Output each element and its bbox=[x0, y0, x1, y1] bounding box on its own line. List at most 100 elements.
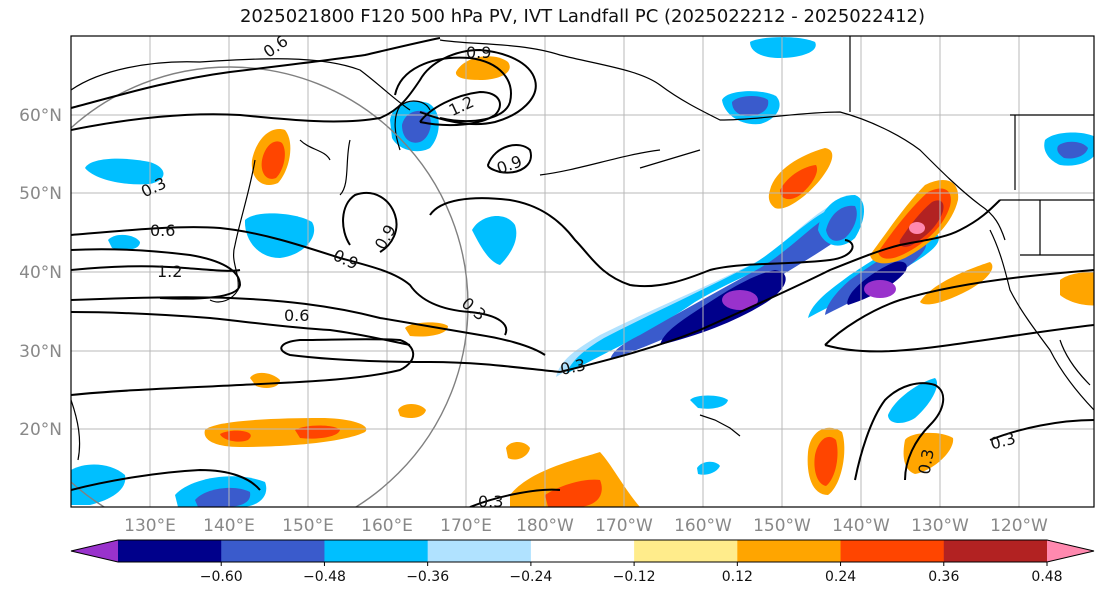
contour-0.3-loop bbox=[429, 197, 854, 288]
colorbar-segment bbox=[427, 540, 532, 562]
lon-label: 140°W bbox=[832, 516, 890, 536]
positive-hawaii-ne-inner bbox=[814, 436, 838, 486]
colorbar-segment bbox=[634, 540, 738, 562]
lon-label: 130°E bbox=[124, 516, 176, 536]
contour-0.3-se bbox=[854, 382, 1094, 481]
lat-label: 30°N bbox=[19, 342, 62, 362]
contour-0.3-main bbox=[559, 199, 1001, 373]
negative-hawaii-small bbox=[690, 395, 728, 409]
contour-label: 0.3 bbox=[915, 447, 938, 475]
negative-south-west bbox=[71, 464, 126, 505]
positive-south-center bbox=[510, 452, 640, 507]
colorbar-tick-label: 0.36 bbox=[928, 569, 959, 585]
negative-streak-b bbox=[610, 212, 845, 360]
negative-japan-sm bbox=[108, 234, 140, 250]
colorbar-tick-label: 0.48 bbox=[1031, 569, 1062, 585]
colorbar-segment bbox=[943, 540, 1048, 562]
negative-streak-c bbox=[660, 270, 786, 345]
positive-gulf-west-inner bbox=[780, 165, 818, 200]
positive-california bbox=[920, 262, 993, 305]
negative-south-west2-inner bbox=[195, 487, 251, 507]
border-us-canada bbox=[849, 36, 1094, 256]
lon-label: 150°E bbox=[282, 516, 334, 536]
lon-label: 170°E bbox=[440, 516, 492, 536]
map-title: 2025021800 F120 500 hPa PV, IVT Landfall… bbox=[239, 6, 926, 27]
coast-asia bbox=[71, 58, 411, 303]
coast-hawaii bbox=[699, 414, 741, 437]
colorbar: −0.60 −0.48 −0.36 −0.24 −0.12 0.12 0.24 0.36 0.4… bbox=[70, 539, 1095, 585]
negative-japan bbox=[244, 213, 315, 258]
colorbar-tick-label: 0.24 bbox=[825, 569, 856, 585]
lon-label: 150°W bbox=[753, 516, 811, 536]
contour-0.3-east-lower bbox=[824, 324, 1094, 353]
contour-0.9-west bbox=[71, 226, 508, 336]
positive-socal bbox=[1060, 272, 1094, 306]
contour-0.9-small bbox=[486, 144, 532, 174]
positive-bering bbox=[455, 56, 510, 80]
negative-southeast bbox=[888, 378, 938, 424]
colorbar-tick-label: −0.12 bbox=[613, 569, 656, 585]
positive-mid-small2 bbox=[405, 322, 448, 337]
contour-label: 0.6 bbox=[150, 221, 175, 240]
colorbar-tick-label: −0.24 bbox=[509, 569, 552, 585]
contour-1.2-west bbox=[71, 265, 241, 272]
latitude-labels: 60°N 50°N 40°N 30°N 20°N bbox=[19, 106, 62, 440]
contour-0.6-north bbox=[71, 37, 441, 109]
contour-label: 1.2 bbox=[157, 262, 182, 281]
negative-bc-inner bbox=[1057, 141, 1088, 159]
lat-label: 20°N bbox=[19, 420, 62, 440]
negative-okhotsk bbox=[85, 158, 164, 185]
lon-label: 160°W bbox=[674, 516, 732, 536]
negative-streak-core bbox=[722, 290, 758, 310]
lon-label: 130°W bbox=[911, 516, 969, 536]
colorbar-segment bbox=[118, 540, 222, 562]
colorbar-tick-label: −0.36 bbox=[406, 569, 449, 585]
coast-alaska bbox=[439, 39, 1006, 241]
coast-baja bbox=[1059, 339, 1091, 386]
contour-0.3-east bbox=[824, 269, 1094, 346]
contour-0.6-west bbox=[71, 296, 546, 356]
colorbar-segment bbox=[840, 540, 945, 562]
positive-south-small bbox=[506, 442, 530, 460]
lat-label: 50°N bbox=[19, 184, 62, 204]
colorbar-segment bbox=[221, 540, 325, 562]
contour-label: 0.3 bbox=[478, 492, 503, 511]
contour-label: 0.9 bbox=[466, 43, 491, 62]
lon-label: 170°W bbox=[595, 516, 653, 536]
contour-0.3-lower bbox=[71, 338, 561, 396]
lon-label: 120°W bbox=[990, 516, 1048, 536]
contour-0.6-kamchatka bbox=[71, 48, 537, 131]
positive-japan-north-inner bbox=[261, 141, 285, 179]
positive-mid-small bbox=[398, 404, 426, 418]
coastlines bbox=[71, 36, 1094, 461]
contour-0.9-mid bbox=[342, 192, 398, 253]
colorbar-tick-label: 0.12 bbox=[722, 569, 753, 585]
graticule bbox=[71, 36, 1094, 507]
negative-gulf-upper-inner bbox=[826, 205, 857, 241]
longitude-labels: 130°E 140°E 150°E 160°E 170°E 180°W 170°… bbox=[124, 516, 1048, 536]
coast-namerica-west bbox=[989, 229, 1094, 411]
lat-label: 40°N bbox=[19, 263, 62, 283]
colorbar-extend-high bbox=[1047, 540, 1094, 562]
contour-0.6-west2 bbox=[71, 248, 242, 300]
colorbar-extend-low bbox=[71, 540, 118, 562]
map-frame bbox=[70, 35, 1095, 508]
negative-streak-east-core bbox=[864, 280, 896, 298]
negative-dateline bbox=[472, 215, 517, 265]
lon-label: 160°E bbox=[361, 516, 413, 536]
contour-0.9-bering bbox=[394, 56, 512, 123]
coast-aleutians bbox=[539, 149, 701, 176]
positive-south-belt-inner bbox=[220, 430, 251, 442]
negative-streak-a bbox=[566, 205, 848, 374]
colorbar-segment bbox=[737, 540, 842, 562]
contour-0.3-south bbox=[469, 488, 561, 507]
colorbar-tick-label: −0.60 bbox=[200, 569, 243, 585]
colorbar-segment bbox=[324, 540, 429, 562]
contour-label: 0.3 bbox=[558, 355, 587, 379]
negative-bering-east-inner bbox=[732, 96, 769, 116]
colorbar-outline bbox=[70, 539, 1095, 563]
lat-label: 60°N bbox=[19, 106, 62, 126]
lon-label: 140°E bbox=[203, 516, 255, 536]
contour-0.3-sw bbox=[71, 468, 261, 491]
